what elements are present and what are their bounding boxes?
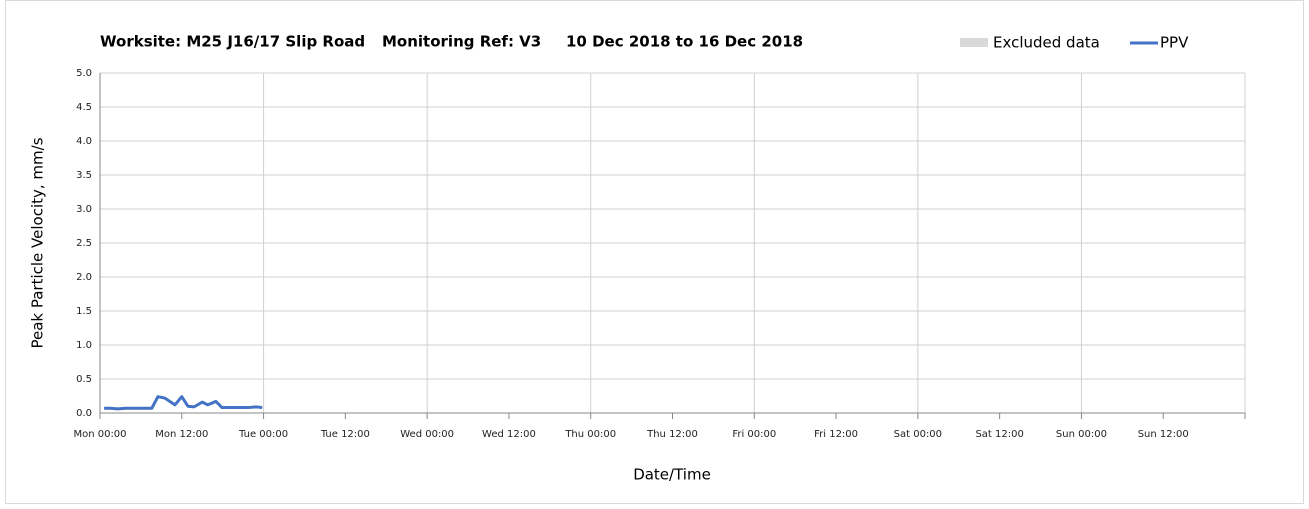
y-tick-label: 3.0 <box>76 204 92 215</box>
x-tick-label: Sun 00:00 <box>1056 429 1107 440</box>
legend-label: PPV <box>1160 34 1189 52</box>
y-tick-label: 1.0 <box>76 340 92 351</box>
x-axis-label: Date/Time <box>633 466 711 484</box>
x-tick-label: Wed 12:00 <box>482 429 536 440</box>
y-tick-label: 4.0 <box>76 136 92 147</box>
x-tick-label: Sun 12:00 <box>1138 429 1189 440</box>
x-tick-label: Sat 00:00 <box>894 429 942 440</box>
x-tick-label: Thu 00:00 <box>564 429 616 440</box>
x-tick-label: Tue 12:00 <box>320 429 370 440</box>
chart-subtitle: Monitoring Ref: V3 <box>382 33 541 51</box>
legend-swatch <box>960 38 988 47</box>
y-tick-label: 3.5 <box>76 170 92 181</box>
y-tick-label: 5.0 <box>76 68 92 79</box>
y-tick-label: 2.0 <box>76 272 92 283</box>
x-tick-label: Fri 12:00 <box>814 429 858 440</box>
legend-label: Excluded data <box>993 34 1100 52</box>
x-tick-label: Wed 00:00 <box>400 429 454 440</box>
x-tick-label: Thu 12:00 <box>646 429 698 440</box>
x-tick-label: Fri 00:00 <box>732 429 776 440</box>
x-tick-label: Mon 12:00 <box>155 429 208 440</box>
y-tick-label: 0.0 <box>76 408 92 419</box>
y-tick-label: 0.5 <box>76 374 92 385</box>
frame <box>5 0 1304 504</box>
y-tick-label: 1.5 <box>76 306 92 317</box>
y-axis-label: Peak Particle Velocity, mm/s <box>29 137 47 348</box>
x-tick-label: Mon 00:00 <box>73 429 126 440</box>
x-tick-label: Tue 00:00 <box>238 429 288 440</box>
ppv-line <box>104 395 263 411</box>
chart-title: Worksite: M25 J16/17 Slip Road <box>100 33 365 51</box>
date-range: 10 Dec 2018 to 16 Dec 2018 <box>566 33 803 51</box>
y-tick-label: 2.5 <box>76 238 92 249</box>
y-tick-label: 4.5 <box>76 102 92 113</box>
x-tick-label: Sat 12:00 <box>975 429 1023 440</box>
